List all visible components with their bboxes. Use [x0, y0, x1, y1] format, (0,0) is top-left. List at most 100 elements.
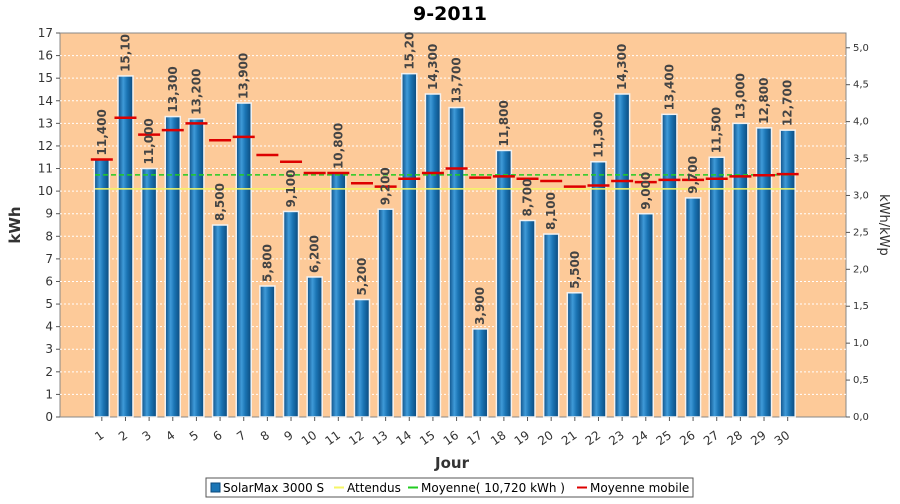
bar — [306, 276, 323, 418]
y-axis-label: kWh — [6, 206, 24, 243]
x-tick-label: 16 — [441, 428, 462, 448]
moving-average-marks — [90, 116, 799, 188]
x-tick-label: 30 — [772, 428, 793, 448]
bar — [613, 93, 631, 418]
bar-value-label: 12,700 — [781, 80, 795, 126]
bar-value-label: 9,100 — [284, 169, 298, 207]
legend-box — [205, 477, 694, 498]
bar-value-label: 11,500 — [710, 107, 724, 153]
y2-tick-label: 4,0 — [853, 117, 869, 128]
bar-value-label: 13,200 — [189, 69, 203, 115]
y2-tick-label: 5,0 — [853, 43, 869, 54]
bar — [448, 106, 465, 418]
bar — [164, 115, 182, 418]
x-tick-label: 13 — [370, 428, 391, 448]
bar — [211, 224, 229, 418]
y-tick-label: 13 — [38, 116, 53, 130]
x-tick-label: 12 — [346, 428, 367, 448]
y-tick-label: 10 — [38, 184, 53, 198]
bar — [117, 75, 134, 418]
bar-value-label: 8,700 — [521, 179, 535, 217]
y-tick-label: 14 — [38, 94, 53, 108]
bar — [140, 167, 158, 418]
y2-tick-label: 0,5 — [853, 375, 869, 386]
y2-tick-label: 1,0 — [853, 338, 869, 349]
legend: SolarMax 3000 S Attendus Moyenne( 10,720… — [205, 477, 694, 498]
bar-value-label: 8,100 — [544, 192, 558, 230]
x-tick-label: 22 — [583, 428, 604, 448]
bar — [471, 328, 489, 418]
x-tick-label: 18 — [488, 428, 509, 448]
x-tick-label: 20 — [535, 428, 556, 448]
bar-value-label: 12,800 — [757, 78, 771, 124]
bar-value-label: 11,300 — [591, 111, 605, 157]
y2-tick-label: 2,5 — [853, 227, 869, 238]
y-tick-label: 9 — [45, 207, 53, 221]
bar — [542, 233, 560, 418]
y-tick-label: 12 — [38, 139, 53, 153]
bar-value-label: 13,300 — [166, 66, 180, 112]
bar-value-label: 5,800 — [260, 244, 274, 282]
bar — [590, 161, 607, 418]
x-tick-label: 14 — [393, 428, 414, 448]
bar — [637, 212, 655, 418]
legend-label-attendus: Attendus — [347, 481, 401, 495]
x-tick-label: 10 — [299, 428, 320, 448]
y-tick-label: 2 — [45, 365, 53, 379]
bar — [519, 219, 536, 418]
legend-label-moyenne-mobile: Moyenne mobile — [590, 481, 689, 495]
bar-value-label: 6,200 — [308, 235, 322, 273]
x-tick-label: 7 — [234, 428, 248, 444]
x-axis-label: Jour — [434, 454, 470, 472]
x-tick-label: 26 — [677, 428, 698, 448]
bar-value-label: 9,700 — [686, 156, 700, 194]
bar — [353, 298, 371, 418]
bar-value-label: 13,000 — [733, 73, 747, 119]
bar — [235, 102, 252, 418]
x-tick-label: 29 — [748, 428, 769, 448]
bar-value-label: 13,700 — [450, 57, 464, 103]
bar-value-label: 15,20 — [402, 32, 416, 70]
y2-axis-label: kWh/kWp — [876, 194, 891, 256]
bar-value-label: 5,200 — [355, 258, 369, 296]
bar — [259, 285, 276, 418]
bar-value-label: 8,500 — [213, 183, 227, 221]
bar-value-labels: 11,400 15,10 11,000 13,300 13,200 8,500 13,900… — [95, 32, 795, 325]
bar — [684, 197, 702, 418]
x-tick-label: 4 — [163, 428, 177, 444]
y-axis-right: 0,0 0,5 1,0 1,5 2,0 2,5 3,0 3,5 4,0 4,5 5,0 — [846, 43, 869, 423]
x-tick-label: 24 — [630, 428, 651, 448]
y-tick-label: 5 — [45, 297, 53, 311]
x-tick-label: 3 — [140, 428, 154, 444]
bar-value-label: 9,200 — [379, 167, 393, 205]
reference-lines — [95, 174, 795, 190]
bar — [495, 149, 513, 418]
bar-value-label: 14,300 — [615, 44, 629, 90]
y-tick-label: 17 — [38, 26, 53, 40]
x-tick-label: 8 — [258, 428, 272, 444]
x-tick-label: 28 — [725, 428, 746, 448]
bar-value-label: 14,300 — [426, 44, 440, 90]
bar-value-label: 13,400 — [662, 64, 676, 110]
y-tick-label: 3 — [45, 342, 53, 356]
legend-swatch-solarmax — [210, 482, 221, 493]
y-tick-label: 4 — [45, 320, 53, 334]
bar-value-label: 13,900 — [237, 53, 251, 99]
x-tick-label: 25 — [654, 428, 675, 448]
y-tick-label: 0 — [45, 410, 53, 424]
x-tick-label: 15 — [417, 428, 438, 448]
bar — [377, 208, 394, 418]
chart-title: 9-2011 — [413, 3, 487, 25]
y-tick-label: 6 — [45, 274, 53, 288]
y2-tick-label: 0,0 — [853, 412, 869, 423]
y-tick-label: 7 — [45, 252, 53, 266]
y2-tick-label: 3,0 — [853, 190, 869, 201]
bar-value-label: 10,800 — [331, 123, 345, 169]
x-tick-label: 1 — [92, 428, 106, 444]
bar — [330, 172, 347, 418]
x-tick-label: 21 — [559, 428, 580, 448]
bar — [566, 292, 584, 418]
x-tick-label: 6 — [211, 428, 225, 444]
